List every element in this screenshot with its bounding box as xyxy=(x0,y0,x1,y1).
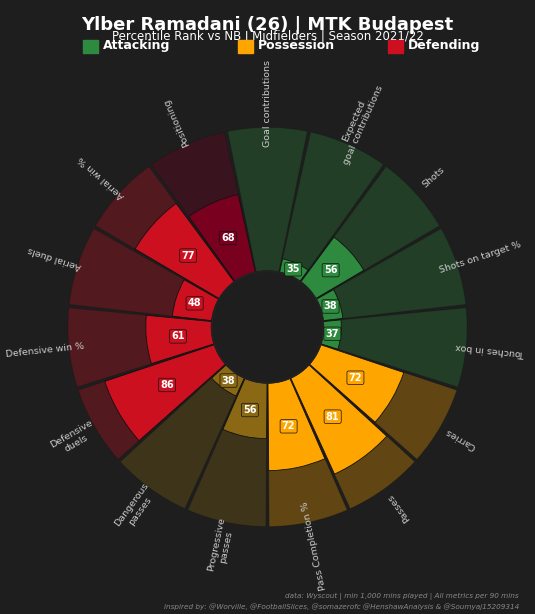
Text: Aerial duels: Aerial duels xyxy=(27,245,83,271)
Text: Passes: Passes xyxy=(386,492,412,523)
Bar xyxy=(120,365,244,508)
Bar xyxy=(291,365,415,508)
Bar xyxy=(268,378,347,527)
Text: 72: 72 xyxy=(282,421,295,431)
Text: Attacking: Attacking xyxy=(103,39,170,52)
Text: data: Wyscout | min 1,000 mins played | All metrics per 90 mins: data: Wyscout | min 1,000 mins played | … xyxy=(285,593,519,600)
Bar xyxy=(309,344,457,459)
Bar xyxy=(105,344,226,441)
Bar xyxy=(309,344,404,422)
Text: Touches in box: Touches in box xyxy=(455,342,525,359)
Text: Progressive
passes: Progressive passes xyxy=(206,517,236,575)
Text: Shots on target %: Shots on target % xyxy=(438,241,522,275)
Text: 61: 61 xyxy=(171,332,185,341)
Bar xyxy=(321,320,341,349)
Bar xyxy=(78,344,226,459)
Bar xyxy=(146,315,214,363)
Text: Percentile Rank vs NB I Midfielders | Season 2021/22: Percentile Rank vs NB I Midfielders | Se… xyxy=(112,29,423,42)
Text: Pass Completion %: Pass Completion % xyxy=(300,500,328,591)
Text: Expected
goal contributions: Expected goal contributions xyxy=(332,80,385,166)
Bar xyxy=(316,290,343,321)
Bar xyxy=(189,195,255,281)
Bar xyxy=(268,378,325,471)
Text: 86: 86 xyxy=(160,380,174,390)
Text: Defending: Defending xyxy=(408,39,480,52)
Text: 81: 81 xyxy=(326,411,340,422)
Bar xyxy=(69,228,219,321)
Bar xyxy=(135,203,234,298)
Text: 56: 56 xyxy=(243,405,257,415)
Bar xyxy=(301,237,364,298)
Text: 77: 77 xyxy=(181,251,195,260)
Text: 38: 38 xyxy=(324,301,338,311)
Bar xyxy=(172,280,219,321)
Text: Shots: Shots xyxy=(421,165,447,190)
Text: 72: 72 xyxy=(349,373,362,383)
Bar xyxy=(316,228,466,321)
Bar xyxy=(96,166,234,298)
Text: Dangerous
passes: Dangerous passes xyxy=(113,481,159,534)
Bar xyxy=(151,132,255,281)
Bar xyxy=(211,365,244,396)
Text: Goal contributions: Goal contributions xyxy=(263,60,272,147)
Text: 38: 38 xyxy=(221,376,235,386)
Text: 56: 56 xyxy=(324,265,338,275)
Text: 68: 68 xyxy=(221,233,235,243)
Text: inspired by: @Worville, @FootballSlices, @somazerofc @HenshawAnalysis & @Soumyaj: inspired by: @Worville, @FootballSlices,… xyxy=(164,604,519,610)
Bar xyxy=(68,308,214,387)
Text: Possession: Possession xyxy=(258,39,335,52)
Text: Defensive win %: Defensive win % xyxy=(5,342,85,359)
Text: Ylber Ramadani (26) | MTK Budapest: Ylber Ramadani (26) | MTK Budapest xyxy=(81,16,454,34)
Bar xyxy=(291,365,387,474)
Text: 35: 35 xyxy=(286,264,300,274)
Bar xyxy=(188,378,267,527)
Bar xyxy=(321,308,467,387)
Bar xyxy=(223,378,267,439)
Bar xyxy=(228,127,307,272)
Text: Defensive
duels: Defensive duels xyxy=(49,418,100,459)
Text: Positioning: Positioning xyxy=(162,98,191,148)
Text: Aerial win %: Aerial win % xyxy=(77,154,126,200)
Bar xyxy=(280,132,384,281)
Text: Carries: Carries xyxy=(444,426,478,451)
Bar xyxy=(280,258,308,281)
Text: 37: 37 xyxy=(326,328,339,339)
Polygon shape xyxy=(212,271,323,383)
Text: 48: 48 xyxy=(188,298,202,308)
Bar xyxy=(301,166,439,298)
